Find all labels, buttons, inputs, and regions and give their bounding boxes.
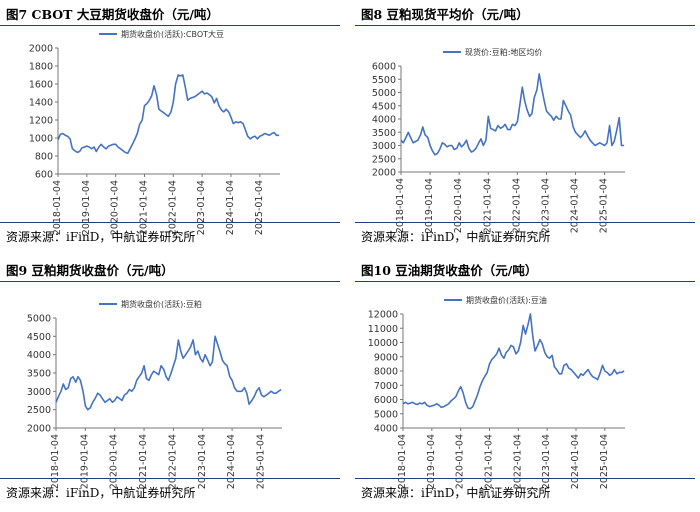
x-tick-label: 2021-01-04 bbox=[138, 180, 149, 235]
y-tick-label: 4000 bbox=[372, 115, 396, 126]
x-tick-label: 2025-01-04 bbox=[255, 434, 266, 489]
source-rule bbox=[0, 478, 340, 479]
y-tick-label: 4500 bbox=[372, 101, 396, 112]
chart-title: 图7 CBOT 大豆期货收盘价（元/吨） bbox=[6, 7, 219, 22]
x-tick-label: 2021-01-04 bbox=[138, 434, 149, 489]
x-tick-label: 2019-01-04 bbox=[81, 180, 92, 235]
title-rule bbox=[355, 281, 695, 282]
chart-title: 图8 豆粕现货平均价（元/吨） bbox=[361, 7, 529, 22]
x-tick-label: 2025-01-04 bbox=[599, 434, 610, 489]
y-tick-label: 7000 bbox=[374, 381, 398, 392]
legend-label: 现货价:豆粕:地区均价 bbox=[465, 47, 542, 57]
x-tick-label: 2023-01-04 bbox=[540, 178, 551, 233]
x-tick-label: 2025-01-04 bbox=[599, 178, 610, 233]
y-tick-label: 2500 bbox=[372, 154, 396, 165]
chart-panel-2: 图8 豆粕现货平均价（元/吨） 2000 2500 3000 3500 4000 4500… bbox=[355, 0, 695, 256]
y-tick-label: 12000 bbox=[368, 310, 398, 321]
title-rule bbox=[0, 281, 340, 282]
x-tick-label: 2022-01-04 bbox=[167, 180, 178, 235]
line-chart: 4000 5000 6000 7000 8000 9000 10000 11000 12000 2… bbox=[368, 295, 625, 489]
x-tick-label: 2023-01-04 bbox=[196, 180, 207, 235]
y-tick-label: 3500 bbox=[27, 369, 51, 380]
y-tick-label: 2000 bbox=[27, 424, 51, 435]
y-tick-label: 5500 bbox=[372, 75, 396, 86]
x-tick-label: 2019-01-04 bbox=[426, 434, 437, 489]
series-line bbox=[55, 335, 282, 411]
chart-title: 图9 豆粕期货收盘价（元/吨） bbox=[6, 263, 174, 278]
source-note: 资源来源：iFinD，中航证券研究所 bbox=[6, 486, 196, 500]
legend-label: 期货收盘价(活跃):CBOT大豆 bbox=[121, 29, 224, 39]
y-tick-label: 3500 bbox=[372, 128, 396, 139]
y-tick-label: 6000 bbox=[374, 395, 398, 406]
y-tick-label: 4500 bbox=[27, 332, 51, 343]
y-tick-label: 11000 bbox=[368, 324, 398, 335]
series-line bbox=[400, 73, 625, 156]
y-tick-label: 5000 bbox=[27, 314, 51, 325]
source-note: 资源来源：iFinD，中航证券研究所 bbox=[6, 230, 196, 244]
y-tick-label: 600 bbox=[35, 170, 53, 181]
y-tick-label: 3000 bbox=[372, 141, 396, 152]
source-note: 资源来源：iFinD，中航证券研究所 bbox=[361, 486, 551, 500]
chart-panel-3: 图9 豆粕期货收盘价（元/吨） 2000 2500 3000 3500 4000 4500… bbox=[0, 256, 340, 512]
x-tick-label: 2024-01-04 bbox=[225, 180, 236, 235]
y-tick-label: 4000 bbox=[374, 424, 398, 435]
y-tick-label: 1600 bbox=[29, 80, 53, 91]
x-tick-label: 2020-01-04 bbox=[110, 180, 121, 235]
y-tick-label: 1000 bbox=[29, 134, 53, 145]
x-tick-label: 2019-01-04 bbox=[79, 434, 90, 489]
x-tick-label: 2018-01-04 bbox=[50, 434, 61, 489]
source-note: 资源来源：iFinD，中航证券研究所 bbox=[361, 230, 551, 244]
y-tick-label: 1800 bbox=[29, 62, 53, 73]
title-rule bbox=[355, 25, 695, 26]
x-tick-label: 2020-01-04 bbox=[109, 434, 120, 489]
x-tick-label: 2022-01-04 bbox=[512, 434, 523, 489]
y-tick-label: 1400 bbox=[29, 98, 53, 109]
y-tick-label: 4000 bbox=[27, 350, 51, 361]
chart-title: 图10 豆油期货收盘价（元/吨） bbox=[361, 263, 538, 278]
y-tick-label: 6000 bbox=[372, 62, 396, 73]
y-tick-label: 1200 bbox=[29, 116, 53, 127]
x-tick-label: 2019-01-04 bbox=[424, 178, 435, 233]
y-tick-label: 9000 bbox=[374, 352, 398, 363]
y-tick-label: 2000 bbox=[29, 44, 53, 55]
source-rule bbox=[355, 478, 695, 479]
x-tick-label: 2022-01-04 bbox=[167, 434, 178, 489]
x-tick-label: 2023-01-04 bbox=[197, 434, 208, 489]
line-chart: 2000 2500 3000 3500 4000 4500 5000 2018-01-04 20… bbox=[27, 299, 282, 489]
chart-panel-1: 图7 CBOT 大豆期货收盘价（元/吨） 600 800 1000 1200 1400 1… bbox=[0, 0, 340, 256]
line-chart: 600 800 1000 1200 1400 1600 1800 2000 2018-01-04… bbox=[29, 29, 280, 235]
chart-panel-4: 图10 豆油期货收盘价（元/吨） 4000 5000 6000 7000 8000 900… bbox=[355, 256, 695, 512]
x-tick-label: 2020-01-04 bbox=[453, 178, 464, 233]
y-tick-label: 8000 bbox=[374, 367, 398, 378]
y-tick-label: 2000 bbox=[372, 168, 396, 179]
x-tick-label: 2021-01-04 bbox=[483, 434, 494, 489]
x-tick-label: 2025-01-04 bbox=[254, 180, 265, 235]
source-rule bbox=[0, 222, 340, 223]
y-tick-label: 5000 bbox=[374, 409, 398, 420]
line-chart: 2000 2500 3000 3500 4000 4500 5000 5500 6000 2018… bbox=[372, 47, 625, 233]
x-tick-label: 2022-01-04 bbox=[511, 178, 522, 233]
source-rule bbox=[355, 222, 695, 223]
x-tick-label: 2023-01-04 bbox=[541, 434, 552, 489]
x-tick-label: 2021-01-04 bbox=[482, 178, 493, 233]
y-tick-label: 10000 bbox=[368, 338, 398, 349]
y-tick-label: 800 bbox=[35, 152, 53, 163]
series-line bbox=[402, 313, 625, 410]
x-tick-label: 2020-01-04 bbox=[455, 434, 466, 489]
x-tick-label: 2018-01-04 bbox=[397, 434, 408, 489]
legend-label: 期货收盘价(活跃):豆粕 bbox=[121, 299, 202, 309]
y-tick-label: 2500 bbox=[27, 405, 51, 416]
x-tick-label: 2024-01-04 bbox=[226, 434, 237, 489]
series-line bbox=[57, 74, 280, 155]
x-tick-label: 2018-01-04 bbox=[395, 178, 406, 233]
y-tick-label: 3000 bbox=[27, 387, 51, 398]
x-tick-label: 2024-01-04 bbox=[570, 434, 581, 489]
legend-label: 期货收盘价(活跃):豆油 bbox=[466, 295, 547, 305]
x-tick-label: 2018-01-04 bbox=[52, 180, 63, 235]
x-tick-label: 2024-01-04 bbox=[570, 178, 581, 233]
title-rule bbox=[0, 25, 340, 26]
y-tick-label: 5000 bbox=[372, 88, 396, 99]
